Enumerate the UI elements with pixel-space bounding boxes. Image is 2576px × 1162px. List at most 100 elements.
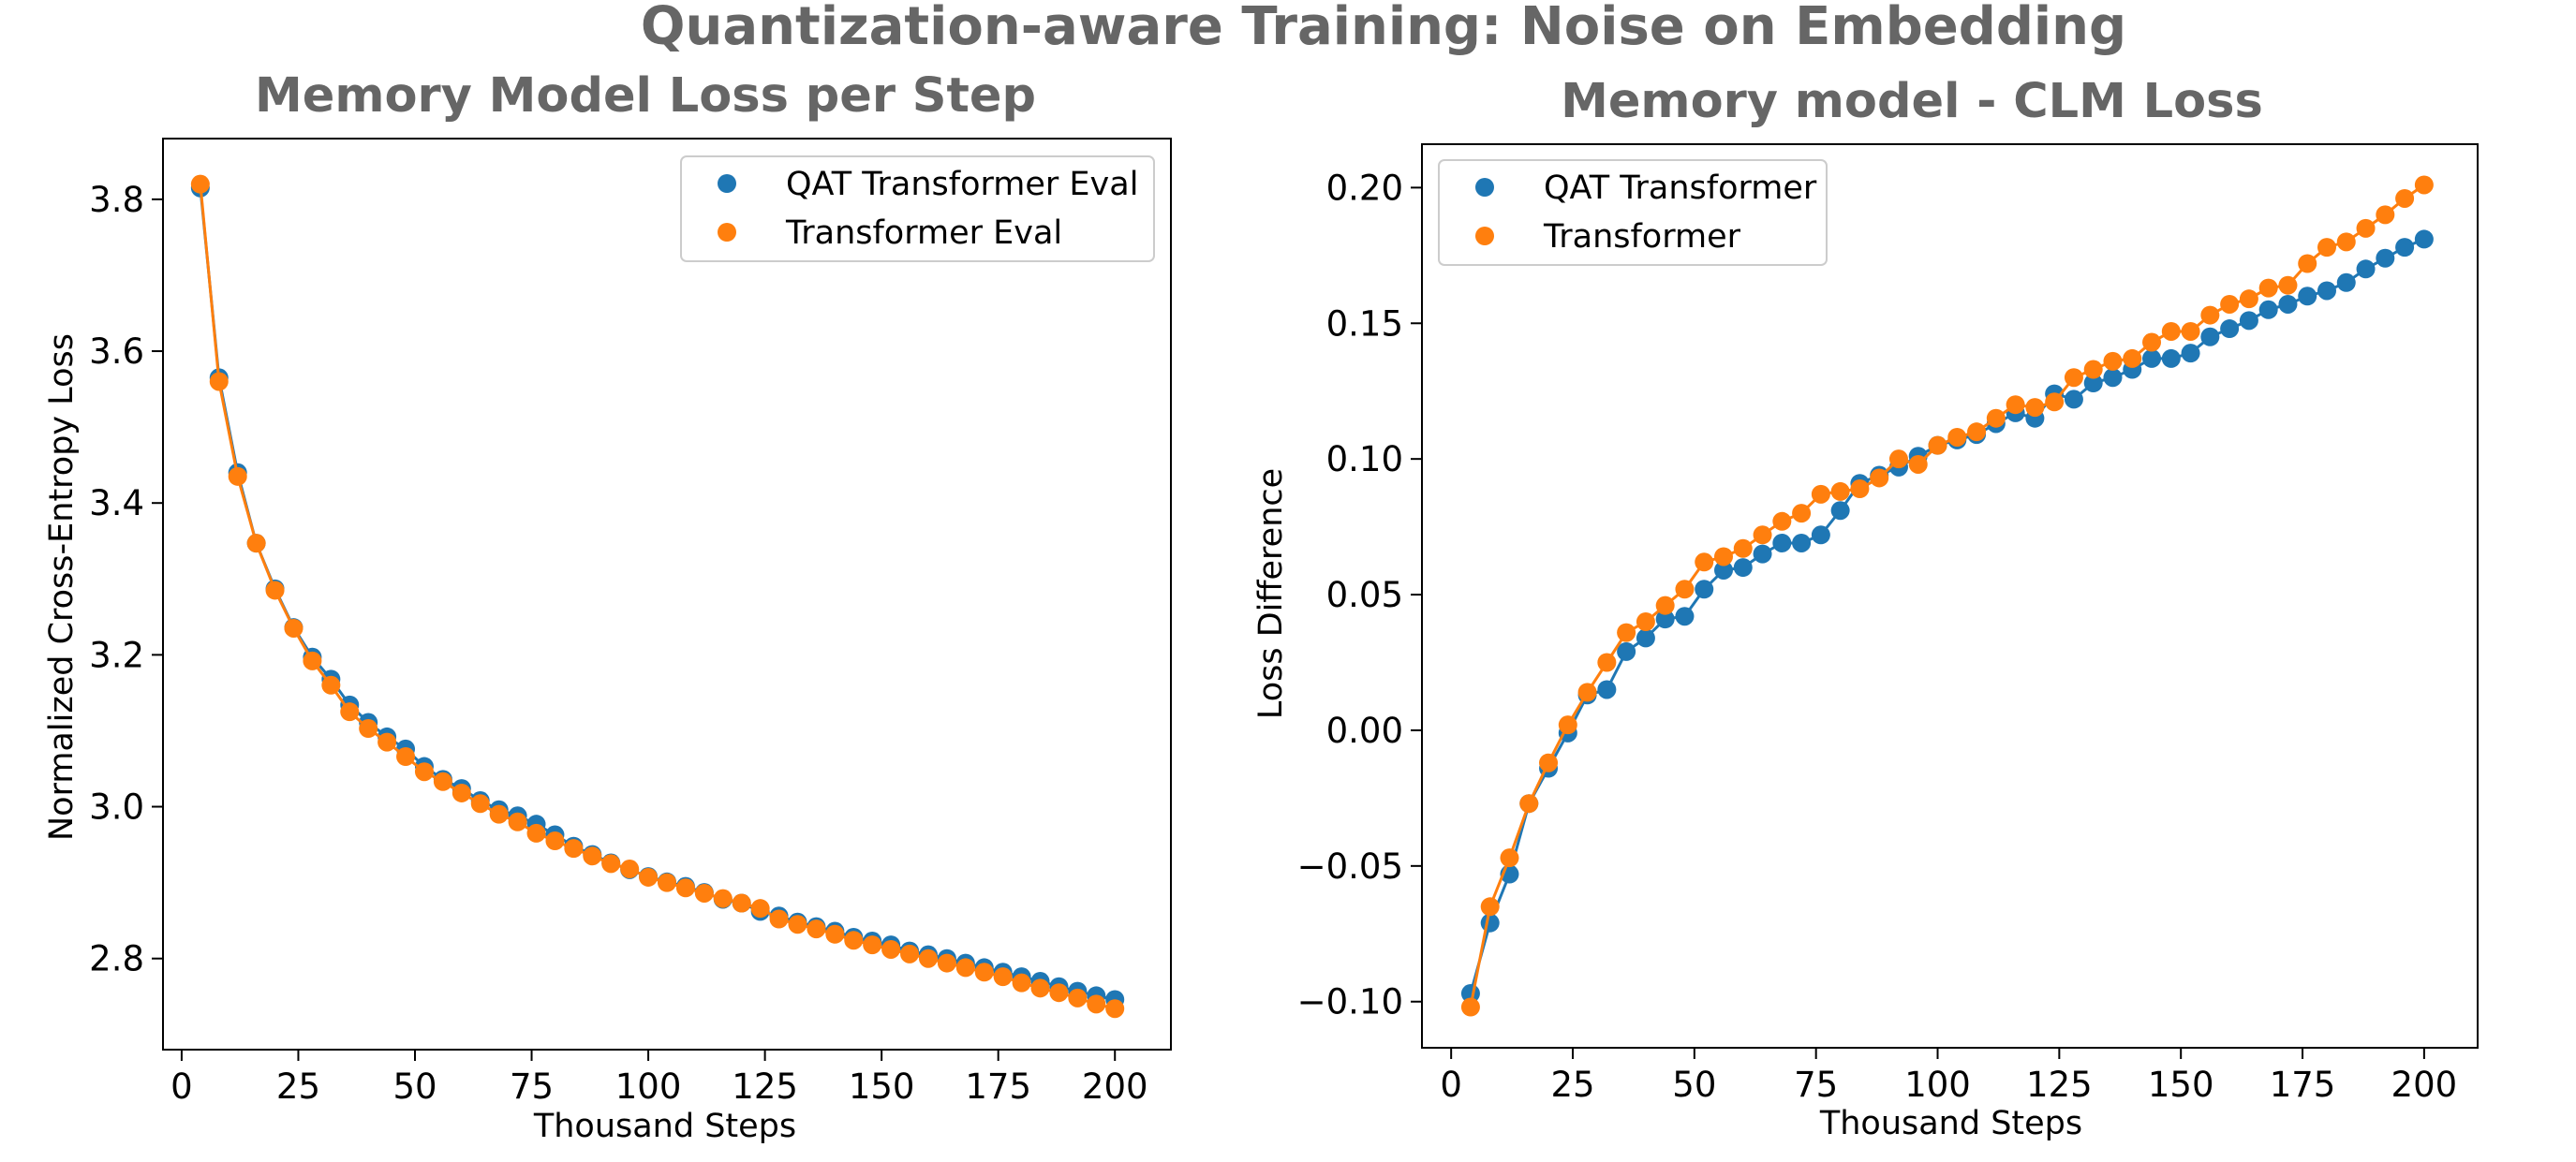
right-chart-ytick-label: 0.20 bbox=[1326, 168, 1403, 208]
right-chart-series-2-point bbox=[2083, 360, 2103, 379]
left-chart-series-2-point bbox=[414, 762, 434, 782]
right-chart-series-1-point bbox=[2414, 229, 2434, 249]
right-chart-series-1-point bbox=[1753, 544, 1772, 564]
right-chart-series-1-point bbox=[1617, 641, 1636, 661]
left-chart-series-2-point bbox=[470, 794, 490, 814]
right-chart-series-1-point bbox=[2142, 348, 2162, 368]
right-chart-series-2-point bbox=[2376, 205, 2395, 225]
right-chart-series-1-point bbox=[2239, 311, 2258, 331]
left-chart-legend-marker bbox=[718, 223, 736, 242]
right-chart-series-2-point bbox=[2025, 398, 2045, 418]
left-chart-series-2-point bbox=[601, 854, 621, 874]
right-chart-xtick-label: 25 bbox=[1550, 1065, 1594, 1105]
right-chart-axes-frame bbox=[1421, 143, 2479, 1049]
left-chart-series-2-point bbox=[955, 958, 975, 978]
right-chart-series-2-point bbox=[1830, 481, 1850, 501]
left-chart-ytick-label: 3.8 bbox=[89, 180, 144, 220]
left-chart-series-2-point bbox=[396, 747, 416, 767]
right-chart-series-2-point bbox=[1636, 612, 1655, 632]
right-chart-series-2-point bbox=[1460, 997, 1480, 1017]
left-chart-xtick-label: 125 bbox=[732, 1066, 798, 1107]
right-chart-series-2-point bbox=[1772, 511, 1792, 531]
left-chart-series-2-point bbox=[937, 953, 956, 973]
right-chart-series-1-point bbox=[1772, 533, 1792, 552]
left-chart-xtick-label: 200 bbox=[1082, 1066, 1148, 1107]
right-chart-title: Memory model - CLM Loss bbox=[1561, 74, 2263, 129]
left-chart-ytick-label: 3.0 bbox=[89, 787, 144, 828]
left-chart-series-2-point bbox=[508, 812, 527, 831]
right-chart-xtick-label: 200 bbox=[2391, 1065, 2458, 1105]
right-chart-series-1-point bbox=[2161, 348, 2181, 368]
left-chart-series-2-point bbox=[993, 967, 1013, 987]
right-chart-xtick-label: 50 bbox=[1672, 1065, 1716, 1105]
right-chart-series-1-point bbox=[2336, 272, 2356, 292]
right-chart-series-1-point bbox=[1695, 580, 1714, 599]
right-chart-series-2-point bbox=[1714, 547, 1733, 566]
right-chart-xtick-label: 100 bbox=[1904, 1065, 1971, 1105]
right-chart-ytick-label: 0.00 bbox=[1326, 711, 1403, 751]
right-chart-series-2-point bbox=[1558, 715, 1577, 735]
right-chart-series-1-point bbox=[2103, 368, 2123, 388]
left-chart-series-2-point bbox=[303, 651, 322, 670]
right-chart-series-2-point bbox=[2317, 238, 2336, 257]
left-chart-series-2-point bbox=[863, 935, 882, 955]
figure-suptitle: Quantization-aware Training: Noise on Em… bbox=[641, 0, 2126, 57]
left-chart-series-2-point bbox=[340, 702, 360, 722]
right-chart-xtick-label: 175 bbox=[2270, 1065, 2336, 1105]
right-chart-series-1-point bbox=[2258, 300, 2278, 319]
right-chart-series-1-point bbox=[2064, 390, 2083, 409]
right-chart-xtick-label: 125 bbox=[2026, 1065, 2093, 1105]
right-chart-series-2-point bbox=[2336, 232, 2356, 252]
left-chart-series-2-point bbox=[265, 581, 285, 600]
right-chart-xtick-label: 150 bbox=[2148, 1065, 2214, 1105]
right-chart-xtick-label: 75 bbox=[1794, 1065, 1838, 1105]
right-chart-series-2-point bbox=[1888, 449, 1908, 469]
left-chart-ytick-label: 3.4 bbox=[89, 483, 144, 523]
right-chart-legend-marker bbox=[1475, 178, 1494, 197]
left-chart-series-2-point bbox=[807, 919, 826, 939]
right-chart-ytick-label: 0.15 bbox=[1326, 303, 1403, 344]
right-chart-series-1-point bbox=[1830, 501, 1850, 521]
left-chart-xtick-label: 150 bbox=[849, 1066, 915, 1107]
left-chart-xtick-label: 100 bbox=[615, 1066, 682, 1107]
right-chart-series-2-point bbox=[1986, 408, 2006, 428]
left-chart-legend-label: Transformer Eval bbox=[785, 214, 1062, 252]
left-chart-ytick-label: 3.6 bbox=[89, 331, 144, 372]
left-chart-series-2-point bbox=[526, 823, 546, 843]
left-chart-series-2-point bbox=[228, 466, 247, 486]
left-chart-xlabel: Thousand Steps bbox=[533, 1108, 796, 1145]
left-chart-legend-label: QAT Transformer Eval bbox=[786, 166, 1138, 203]
right-chart-series-2-point bbox=[1928, 435, 1947, 455]
left-chart-series-2-point bbox=[209, 372, 229, 391]
right-chart-series-2-point bbox=[1870, 468, 1889, 488]
left-chart-series-2-point bbox=[732, 893, 751, 913]
left-chart-legend-marker bbox=[718, 174, 736, 193]
left-chart-series-2-point bbox=[1068, 988, 1088, 1008]
right-chart-series-2-point bbox=[1597, 653, 1617, 672]
left-chart-series-2-point bbox=[583, 846, 602, 866]
left-chart-series-2-point bbox=[378, 732, 397, 752]
left-chart-series-2-point bbox=[284, 618, 303, 638]
left-chart-series-2-point bbox=[1105, 999, 1125, 1019]
right-chart-series-2-point bbox=[1617, 623, 1636, 642]
left-chart-ylabel: Normalized Cross-Entropy Loss bbox=[43, 333, 81, 841]
right-chart-series-2-point bbox=[1811, 484, 1830, 504]
left-chart-series-2-point bbox=[452, 783, 471, 802]
left-chart-series-2-point bbox=[974, 963, 994, 982]
left-chart-series-2-point bbox=[489, 804, 509, 824]
left-chart-series-2-point bbox=[713, 889, 733, 908]
right-chart-series-2-point bbox=[2258, 278, 2278, 298]
left-chart-title: Memory Model Loss per Step bbox=[255, 68, 1036, 124]
left-chart-ytick-label: 3.2 bbox=[89, 635, 144, 675]
right-chart-series-2-point bbox=[1577, 683, 1597, 702]
right-chart-xtick-label: 0 bbox=[1440, 1065, 1462, 1105]
left-chart-series-2-point bbox=[750, 899, 770, 919]
right-chart-series-2-point bbox=[1908, 454, 1928, 474]
right-chart-series-2-point bbox=[1792, 504, 1812, 523]
right-chart-series-2-point bbox=[1655, 596, 1675, 615]
left-chart-series-2-point bbox=[246, 534, 266, 553]
right-chart-series-1-point bbox=[2298, 287, 2317, 306]
left-chart-series-2-point bbox=[788, 915, 807, 934]
